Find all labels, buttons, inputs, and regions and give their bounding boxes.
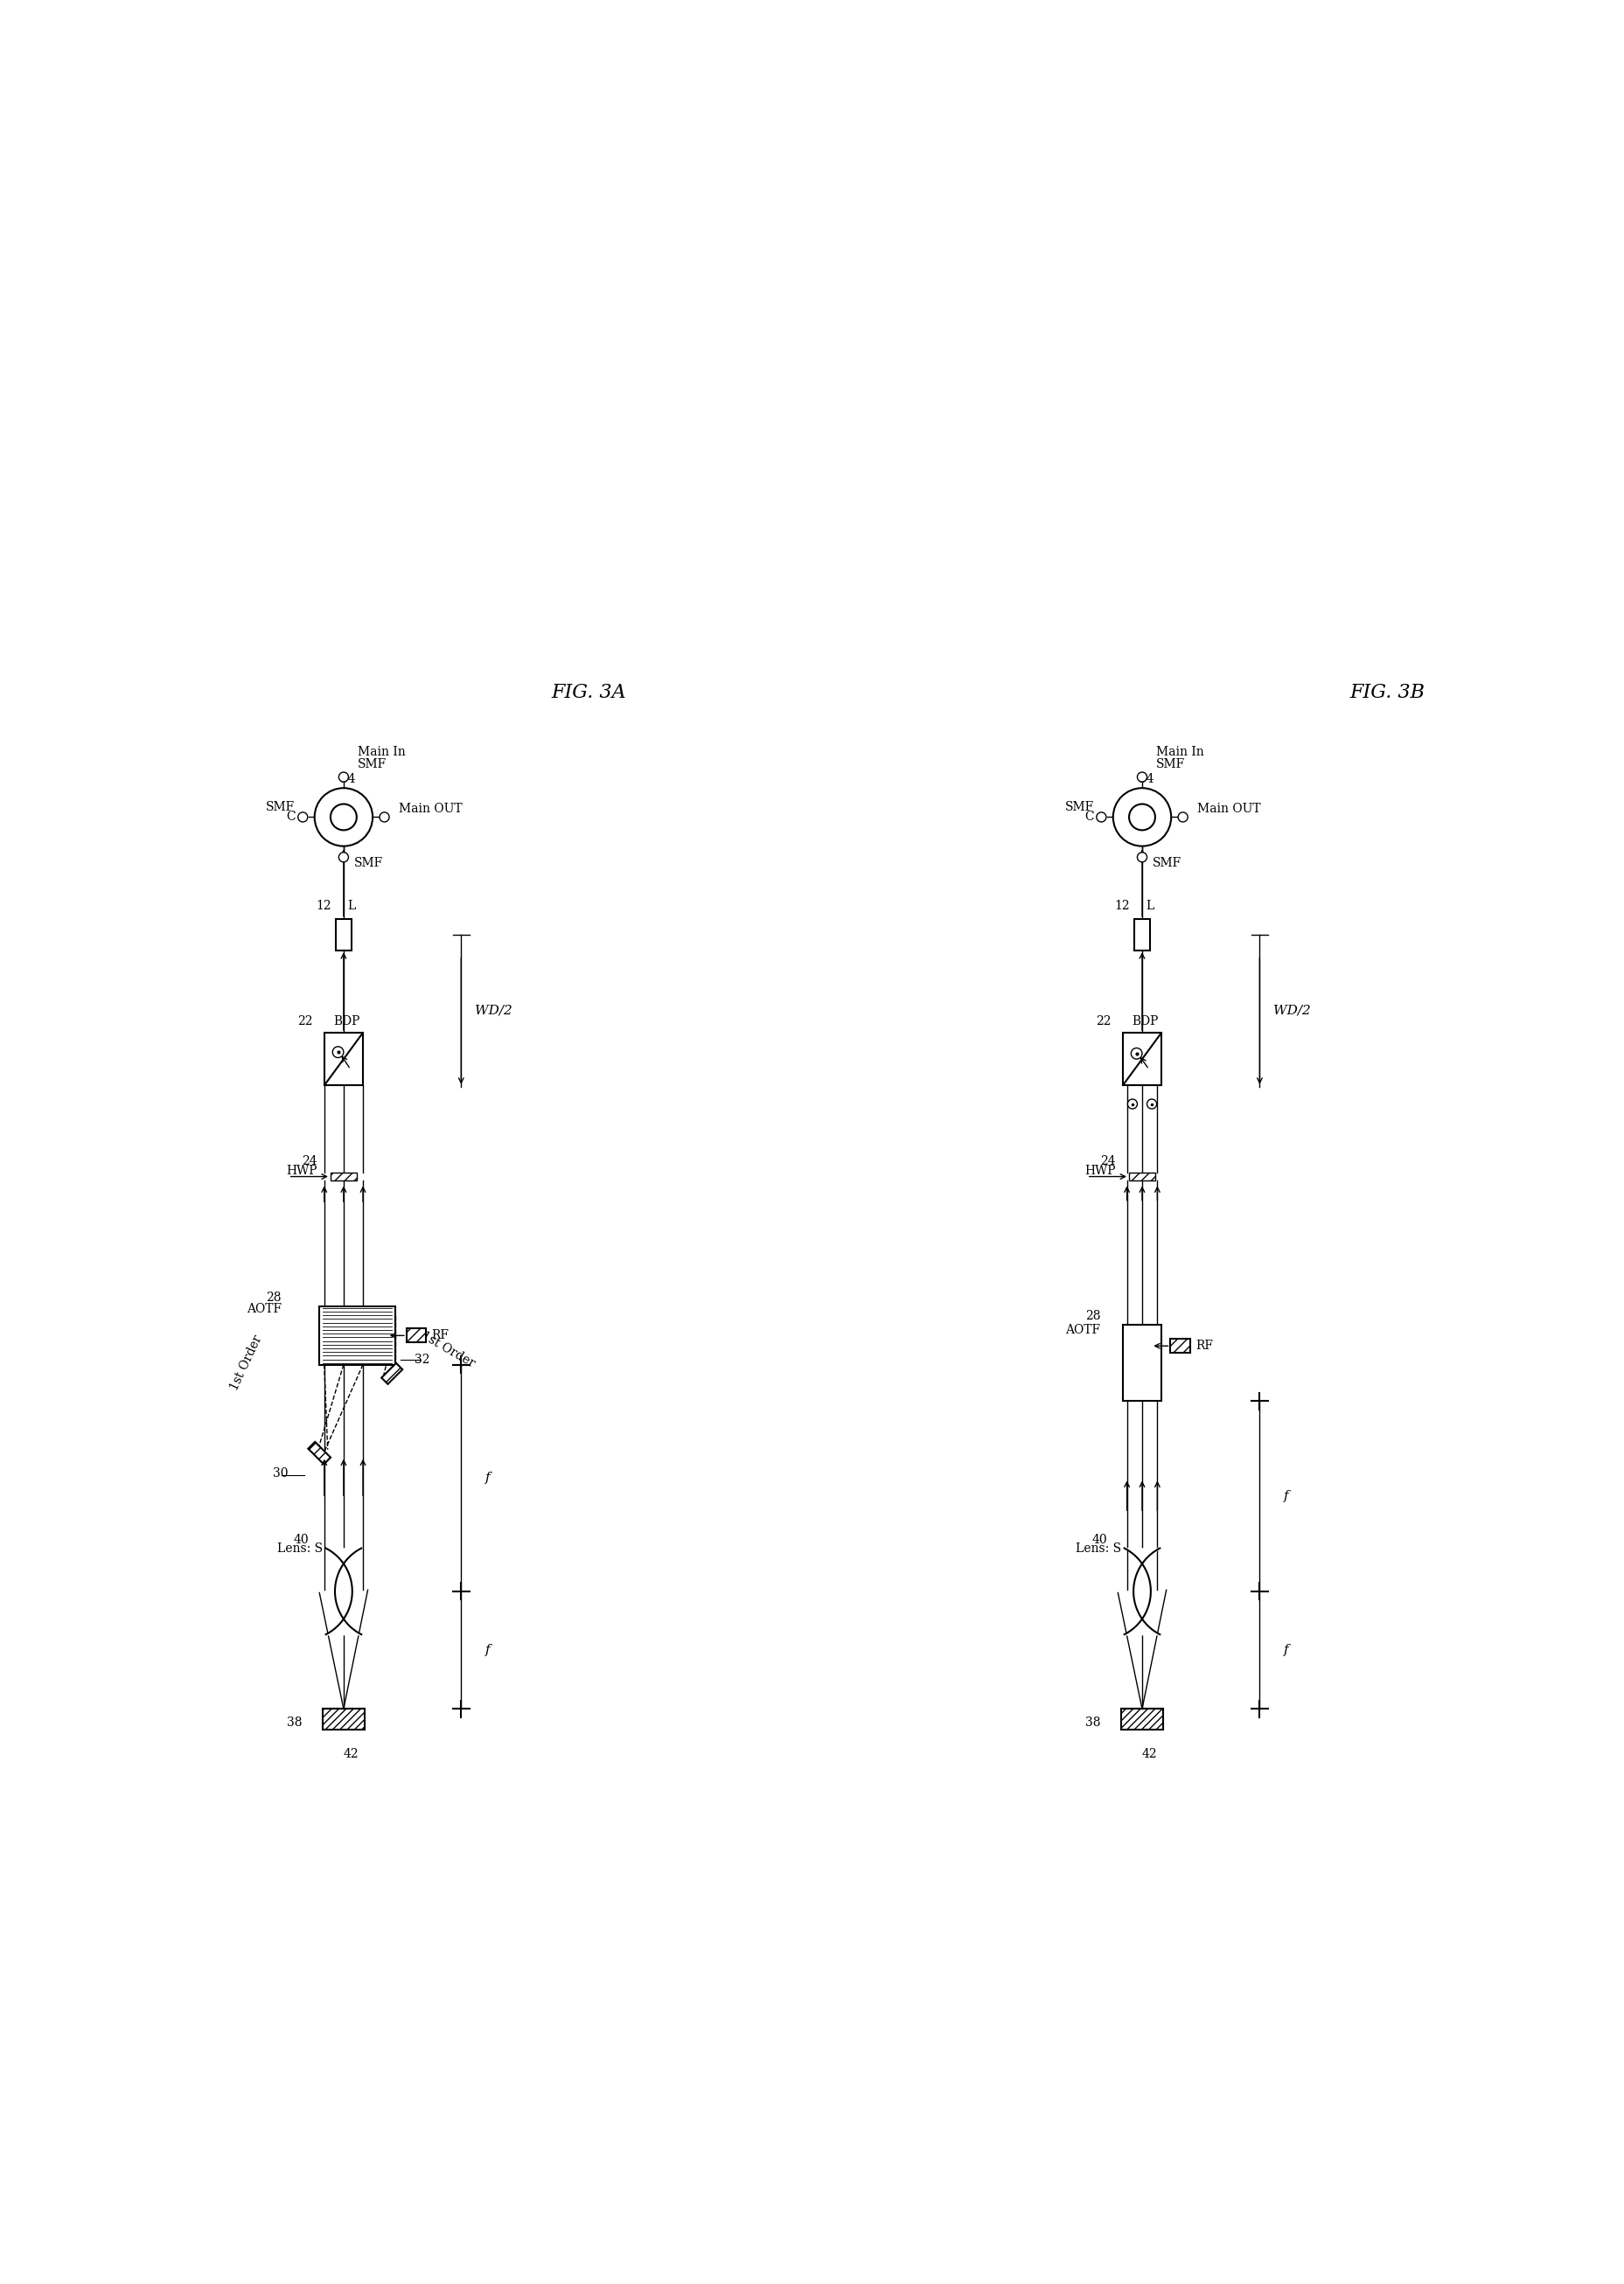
Text: 34: 34 bbox=[339, 772, 356, 786]
Text: SMF: SMF bbox=[357, 758, 387, 770]
Text: 12: 12 bbox=[315, 900, 331, 911]
Text: 40: 40 bbox=[1093, 1533, 1108, 1546]
Circle shape bbox=[1129, 804, 1155, 829]
Text: 1st Order: 1st Order bbox=[229, 1334, 265, 1393]
Bar bbox=[1124, 1325, 1161, 1400]
Text: AOTF: AOTF bbox=[1065, 1325, 1101, 1336]
Circle shape bbox=[1127, 1099, 1137, 1108]
Circle shape bbox=[331, 804, 357, 829]
Text: SMF: SMF bbox=[1065, 802, 1093, 813]
Text: 22: 22 bbox=[1096, 1014, 1111, 1028]
Text: 38: 38 bbox=[287, 1718, 302, 1729]
Text: RF: RF bbox=[432, 1329, 448, 1341]
Bar bbox=[323, 1708, 364, 1729]
Text: L: L bbox=[1145, 900, 1153, 911]
Circle shape bbox=[1137, 852, 1147, 861]
Circle shape bbox=[1137, 772, 1147, 781]
Bar bbox=[320, 1306, 396, 1366]
Text: WD/2: WD/2 bbox=[474, 1005, 512, 1016]
Text: WD/2: WD/2 bbox=[1273, 1005, 1311, 1016]
Text: Main OUT: Main OUT bbox=[1197, 802, 1260, 815]
Circle shape bbox=[1130, 1048, 1142, 1060]
Text: 42: 42 bbox=[344, 1747, 359, 1761]
Text: 24: 24 bbox=[302, 1156, 317, 1167]
Circle shape bbox=[333, 1046, 344, 1057]
Text: AOTF: AOTF bbox=[247, 1304, 281, 1316]
Text: HWP: HWP bbox=[286, 1165, 317, 1176]
Text: f: f bbox=[486, 1644, 490, 1656]
Circle shape bbox=[339, 772, 349, 781]
Text: SMF: SMF bbox=[266, 802, 296, 813]
Text: SMF: SMF bbox=[354, 856, 383, 870]
Text: 42: 42 bbox=[1142, 1747, 1158, 1761]
Bar bbox=[1135, 918, 1150, 950]
Bar bbox=[406, 1329, 425, 1343]
Text: 32: 32 bbox=[414, 1354, 429, 1366]
Text: Lens: S: Lens: S bbox=[1075, 1542, 1122, 1555]
Bar bbox=[1129, 1172, 1155, 1181]
Text: Lens: S: Lens: S bbox=[278, 1542, 323, 1555]
Text: 40: 40 bbox=[294, 1533, 309, 1546]
Text: RF: RF bbox=[1195, 1341, 1213, 1352]
Circle shape bbox=[339, 852, 349, 861]
Text: FIG. 3B: FIG. 3B bbox=[1350, 683, 1424, 701]
Text: C: C bbox=[1085, 811, 1093, 822]
Text: 28: 28 bbox=[1085, 1311, 1101, 1322]
Text: Main In: Main In bbox=[357, 747, 406, 758]
Bar bbox=[1171, 1338, 1190, 1352]
Circle shape bbox=[297, 813, 307, 822]
Text: FIG. 3A: FIG. 3A bbox=[551, 683, 625, 701]
Polygon shape bbox=[309, 1441, 331, 1464]
Circle shape bbox=[1096, 813, 1106, 822]
Bar bbox=[1122, 1708, 1163, 1729]
Circle shape bbox=[1112, 788, 1171, 845]
Bar bbox=[325, 1032, 362, 1085]
Bar bbox=[336, 918, 351, 950]
Text: SMF: SMF bbox=[1156, 758, 1186, 770]
Text: 34: 34 bbox=[1138, 772, 1155, 786]
Bar bbox=[1124, 1032, 1161, 1085]
Text: 28: 28 bbox=[266, 1290, 281, 1304]
Text: f: f bbox=[1285, 1644, 1289, 1656]
Text: Main OUT: Main OUT bbox=[400, 802, 463, 815]
Text: f: f bbox=[1285, 1489, 1289, 1503]
Text: L: L bbox=[348, 900, 356, 911]
Text: SMF: SMF bbox=[1153, 856, 1182, 870]
Bar bbox=[323, 1708, 364, 1729]
Text: 12: 12 bbox=[1114, 900, 1130, 911]
Text: 22: 22 bbox=[297, 1014, 312, 1028]
Circle shape bbox=[315, 788, 372, 845]
Text: BDP: BDP bbox=[1132, 1014, 1158, 1028]
Text: C: C bbox=[286, 811, 296, 822]
Circle shape bbox=[380, 813, 390, 822]
Polygon shape bbox=[382, 1364, 403, 1384]
Text: BDP: BDP bbox=[333, 1014, 361, 1028]
Text: Main In: Main In bbox=[1156, 747, 1203, 758]
Text: 1st Order: 1st Order bbox=[419, 1329, 477, 1370]
Bar bbox=[330, 1172, 357, 1181]
Text: 38: 38 bbox=[1085, 1718, 1101, 1729]
Text: f: f bbox=[486, 1471, 490, 1485]
Circle shape bbox=[1177, 813, 1187, 822]
Bar bbox=[330, 1172, 357, 1181]
Text: HWP: HWP bbox=[1085, 1165, 1116, 1176]
Text: 24: 24 bbox=[1101, 1156, 1116, 1167]
Bar bbox=[1122, 1708, 1163, 1729]
Bar bbox=[1171, 1338, 1190, 1352]
Text: 30: 30 bbox=[273, 1469, 289, 1480]
Circle shape bbox=[1147, 1099, 1156, 1108]
Bar bbox=[1129, 1172, 1155, 1181]
Bar bbox=[406, 1329, 425, 1343]
